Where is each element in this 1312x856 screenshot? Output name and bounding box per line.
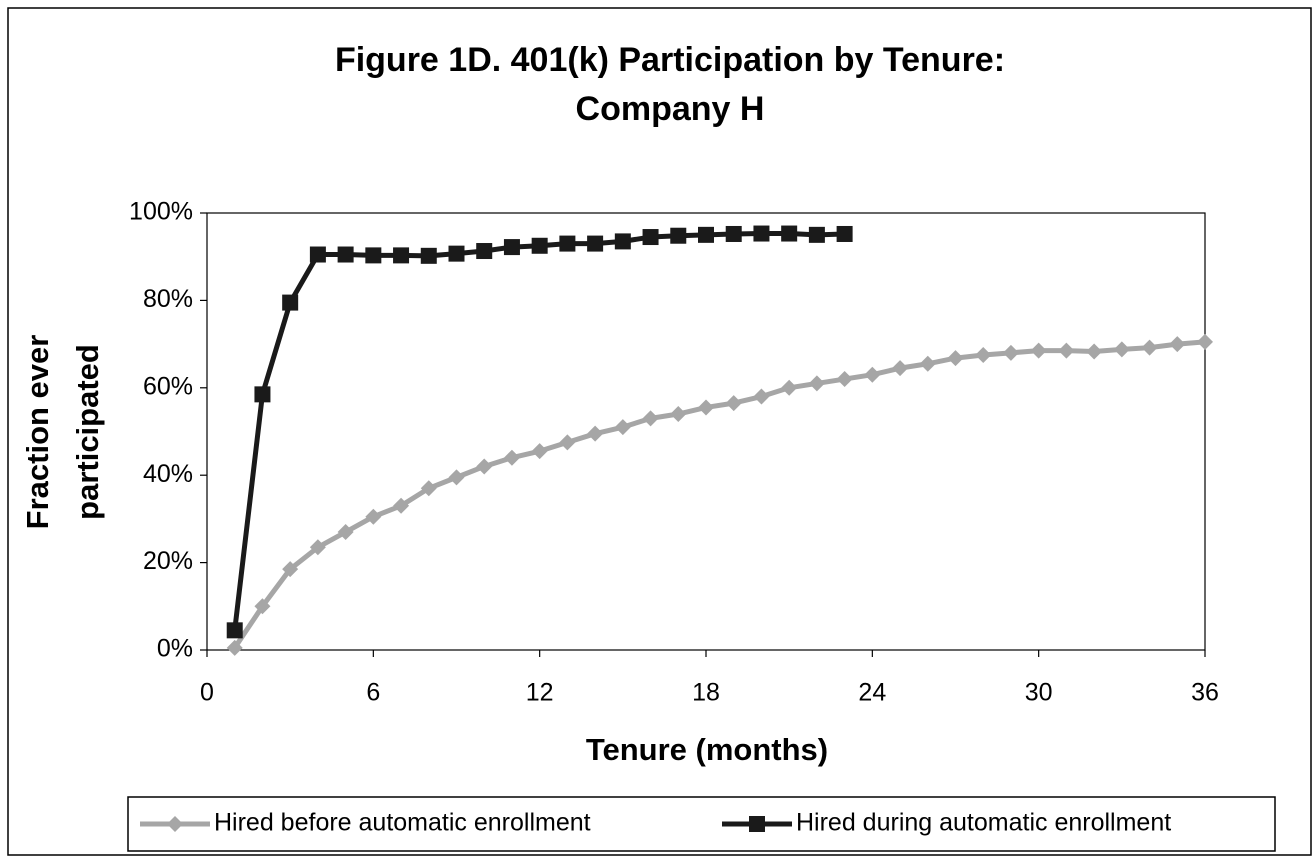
legend-marker (749, 816, 765, 832)
marker (476, 243, 493, 260)
marker (808, 375, 825, 392)
marker (670, 406, 687, 423)
x-tick-label: 30 (1025, 679, 1053, 707)
marker (393, 247, 410, 264)
marker (919, 355, 936, 372)
x-tick-label: 12 (526, 679, 554, 707)
marker (864, 366, 881, 383)
marker (808, 226, 825, 243)
y-axis-title-line: participated (70, 344, 105, 520)
marker (781, 225, 798, 242)
marker (1197, 333, 1213, 350)
marker (781, 379, 798, 396)
x-tick-label: 6 (366, 679, 380, 707)
legend-label: Hired during automatic enrollment (796, 809, 1171, 837)
marker (642, 410, 659, 427)
y-axis-title-line: Fraction ever (20, 335, 55, 530)
marker (503, 239, 520, 256)
marker (1086, 343, 1103, 360)
x-tick-label: 0 (200, 679, 214, 707)
marker (1113, 341, 1130, 358)
y-tick-label: 40% (143, 460, 193, 488)
x-tick-label: 36 (1191, 679, 1219, 707)
marker (337, 246, 354, 263)
y-tick-label: 100% (129, 198, 193, 226)
marker (309, 539, 326, 556)
marker (947, 350, 964, 367)
marker (614, 233, 631, 250)
marker (420, 480, 437, 497)
marker (393, 497, 410, 514)
marker (753, 225, 770, 242)
y-tick-label: 20% (143, 547, 193, 575)
marker (725, 395, 742, 412)
y-tick-label: 60% (143, 372, 193, 400)
marker (670, 227, 687, 244)
legend-marker (167, 816, 183, 832)
y-tick-label: 80% (143, 285, 193, 313)
chart-title: Company H (576, 90, 765, 128)
marker (614, 419, 631, 436)
marker (309, 246, 326, 263)
marker (503, 449, 520, 466)
marker (975, 347, 992, 364)
marker (559, 235, 576, 252)
marker (1002, 344, 1019, 361)
marker (1141, 339, 1158, 356)
marker (254, 598, 271, 615)
marker (836, 371, 853, 388)
marker (365, 247, 382, 264)
marker (420, 247, 437, 264)
y-axis-title: Fraction ever participated (20, 335, 105, 530)
marker (448, 245, 465, 262)
y-tick-label: 0% (157, 635, 193, 663)
marker (559, 434, 576, 451)
marker (587, 235, 604, 252)
x-tick-label: 18 (692, 679, 720, 707)
marker (531, 237, 548, 254)
marker (226, 639, 243, 656)
marker (725, 225, 742, 242)
plot-area (206, 212, 1206, 651)
marker (365, 508, 382, 525)
marker (476, 458, 493, 475)
chart-title: Figure 1D. 401(k) Participation by Tenur… (335, 41, 1005, 79)
marker (836, 225, 853, 242)
marker (1169, 336, 1186, 353)
marker (531, 443, 548, 460)
marker (587, 425, 604, 442)
marker (448, 469, 465, 486)
marker (1030, 342, 1047, 359)
marker (254, 386, 271, 403)
marker (642, 229, 659, 246)
marker (282, 561, 299, 578)
marker (226, 622, 243, 639)
marker (698, 399, 714, 416)
legend-label: Hired before automatic enrollment (214, 809, 591, 837)
marker (337, 524, 354, 541)
marker (1058, 342, 1075, 359)
marker (753, 388, 770, 405)
legend (127, 796, 1276, 852)
marker (892, 360, 909, 377)
x-tick-label: 24 (858, 679, 886, 707)
marker (698, 226, 714, 243)
marker (282, 294, 299, 311)
x-axis-title: Tenure (months) (586, 732, 828, 767)
